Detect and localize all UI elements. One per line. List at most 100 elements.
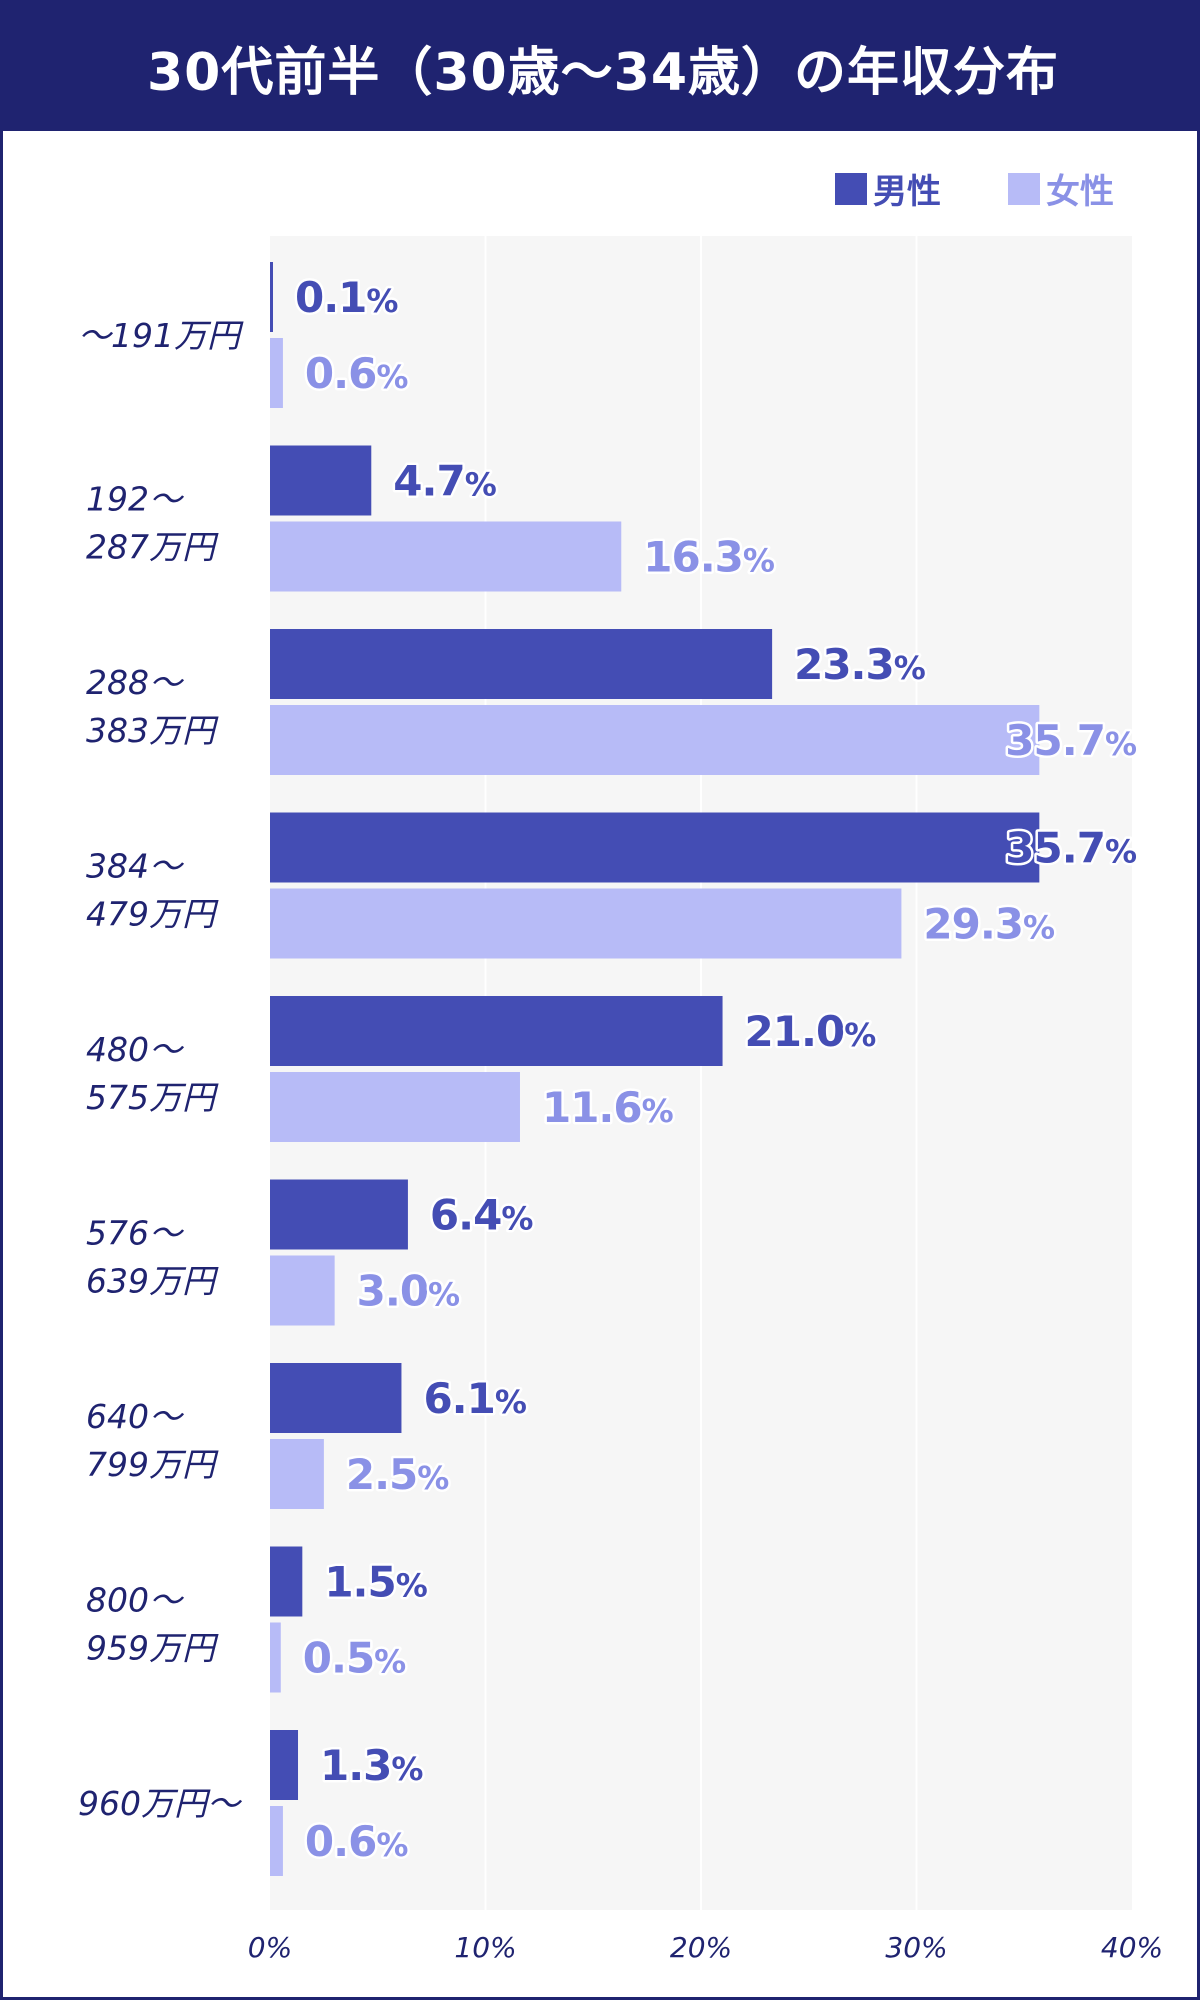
- value-percent-sign: %: [376, 358, 408, 396]
- category-label-line2: 575万円: [86, 1078, 219, 1117]
- value-percent-sign: %: [465, 466, 497, 504]
- bar-female: [270, 1255, 335, 1326]
- value-percent-sign: %: [376, 1826, 408, 1864]
- value-percent-sign: %: [743, 542, 775, 580]
- bar-female: [270, 705, 1040, 775]
- bar-female: [270, 1439, 324, 1509]
- value-percent-sign: %: [396, 1567, 428, 1605]
- value-number: 0.5: [303, 1634, 374, 1683]
- legend-label-female: 女性: [1046, 172, 1114, 212]
- x-tick-label: 20%: [670, 1931, 732, 1964]
- bar-female: [270, 338, 283, 408]
- x-tick-label: 0%: [248, 1931, 292, 1964]
- value-number: 4.7: [393, 457, 464, 506]
- value-number: 23.3: [794, 640, 894, 689]
- value-label-male: 21.0%: [745, 1007, 877, 1056]
- x-tick-label: 10%: [454, 1931, 516, 1964]
- value-number: 6.1: [423, 1374, 494, 1423]
- legend-label-male: 男性: [873, 172, 941, 212]
- category-label-line1: 384〜: [86, 847, 185, 886]
- value-percent-sign: %: [844, 1016, 876, 1054]
- value-number: 16.3: [643, 533, 743, 582]
- legend-swatch-female: [1008, 173, 1040, 205]
- value-label-male: 4.7%: [393, 457, 496, 506]
- bar-male: [270, 1179, 408, 1250]
- category-label-line2: 639万円: [86, 1262, 219, 1301]
- value-label-female: 16.3%: [643, 533, 775, 582]
- value-percent-sign: %: [1105, 725, 1137, 763]
- value-number: 21.0: [745, 1007, 845, 1056]
- bar-male: [270, 1546, 303, 1617]
- value-number: 3.0: [357, 1267, 428, 1316]
- value-label-female: 0.6%: [305, 1817, 408, 1866]
- legend-swatch-male: [835, 173, 867, 205]
- category-label-line2: 959万円: [86, 1629, 219, 1668]
- value-label-male: 0.1%: [295, 273, 398, 322]
- value-number: 35.7: [1005, 824, 1105, 873]
- title-bar: 30代前半（30歳〜34歳）の年収分布: [3, 3, 1200, 131]
- bar-female: [270, 1806, 283, 1876]
- bar-female: [270, 1072, 520, 1142]
- category-label-line1: 192〜: [86, 480, 185, 519]
- value-label-female: 2.5%: [346, 1450, 449, 1499]
- value-label-female: 35.7%: [1005, 716, 1137, 765]
- bar-male: [270, 445, 372, 516]
- value-label-male: 23.3%: [794, 640, 926, 689]
- category-label: 〜191万円: [78, 316, 244, 355]
- category-label-line1: 288〜: [86, 663, 185, 702]
- value-percent-sign: %: [501, 1200, 533, 1238]
- value-percent-sign: %: [1105, 833, 1137, 871]
- value-label-female: 0.5%: [303, 1634, 406, 1683]
- bar-female: [270, 888, 902, 959]
- value-percent-sign: %: [495, 1383, 527, 1421]
- value-number: 1.3: [320, 1741, 391, 1790]
- bar-male: [270, 629, 773, 699]
- value-label-male: 6.1%: [423, 1374, 526, 1423]
- value-percent-sign: %: [428, 1276, 460, 1314]
- value-number: 35.7: [1005, 716, 1105, 765]
- value-label-male: 1.5%: [324, 1558, 427, 1607]
- bar-male: [270, 262, 273, 332]
- chart-title: 30代前半（30歳〜34歳）の年収分布: [146, 42, 1060, 103]
- value-number: 6.4: [430, 1191, 501, 1240]
- category-label-line2: 479万円: [86, 895, 219, 934]
- bar-male: [270, 1730, 299, 1800]
- value-percent-sign: %: [374, 1643, 406, 1681]
- category-label-line1: 640〜: [86, 1397, 185, 1436]
- value-label-male: 35.7%: [1005, 824, 1137, 873]
- value-percent-sign: %: [1023, 909, 1055, 947]
- value-number: 0.6: [305, 1817, 376, 1866]
- category-label-line2: 799万円: [86, 1445, 219, 1484]
- value-number: 29.3: [923, 900, 1023, 949]
- value-label-male: 6.4%: [430, 1191, 533, 1240]
- bar-female: [270, 1622, 281, 1693]
- value-number: 11.6: [542, 1083, 642, 1132]
- value-label-female: 11.6%: [542, 1083, 674, 1132]
- value-label-female: 0.6%: [305, 349, 408, 398]
- category-label-line2: 287万円: [86, 528, 219, 567]
- x-tick-label: 30%: [885, 1931, 947, 1964]
- value-percent-sign: %: [391, 1750, 423, 1788]
- value-number: 0.6: [305, 349, 376, 398]
- category-label-line1: 800〜: [86, 1581, 185, 1620]
- value-number: 1.5: [324, 1558, 395, 1607]
- value-number: 2.5: [346, 1450, 417, 1499]
- bar-female: [270, 521, 622, 592]
- category-label-line2: 383万円: [86, 711, 219, 750]
- value-percent-sign: %: [894, 649, 926, 687]
- category-label: 960万円〜: [78, 1784, 243, 1823]
- bar-male: [270, 812, 1040, 883]
- category-label-line1: 576〜: [86, 1214, 185, 1253]
- value-label-female: 29.3%: [923, 900, 1055, 949]
- bar-male: [270, 1363, 402, 1433]
- value-percent-sign: %: [417, 1459, 449, 1497]
- x-tick-label: 40%: [1101, 1931, 1163, 1964]
- value-percent-sign: %: [366, 282, 398, 320]
- value-percent-sign: %: [642, 1092, 674, 1130]
- bar-male: [270, 996, 723, 1066]
- value-label-male: 1.3%: [320, 1741, 423, 1790]
- value-label-female: 3.0%: [357, 1267, 460, 1316]
- value-number: 0.1: [295, 273, 366, 322]
- category-label-line1: 480〜: [86, 1030, 185, 1069]
